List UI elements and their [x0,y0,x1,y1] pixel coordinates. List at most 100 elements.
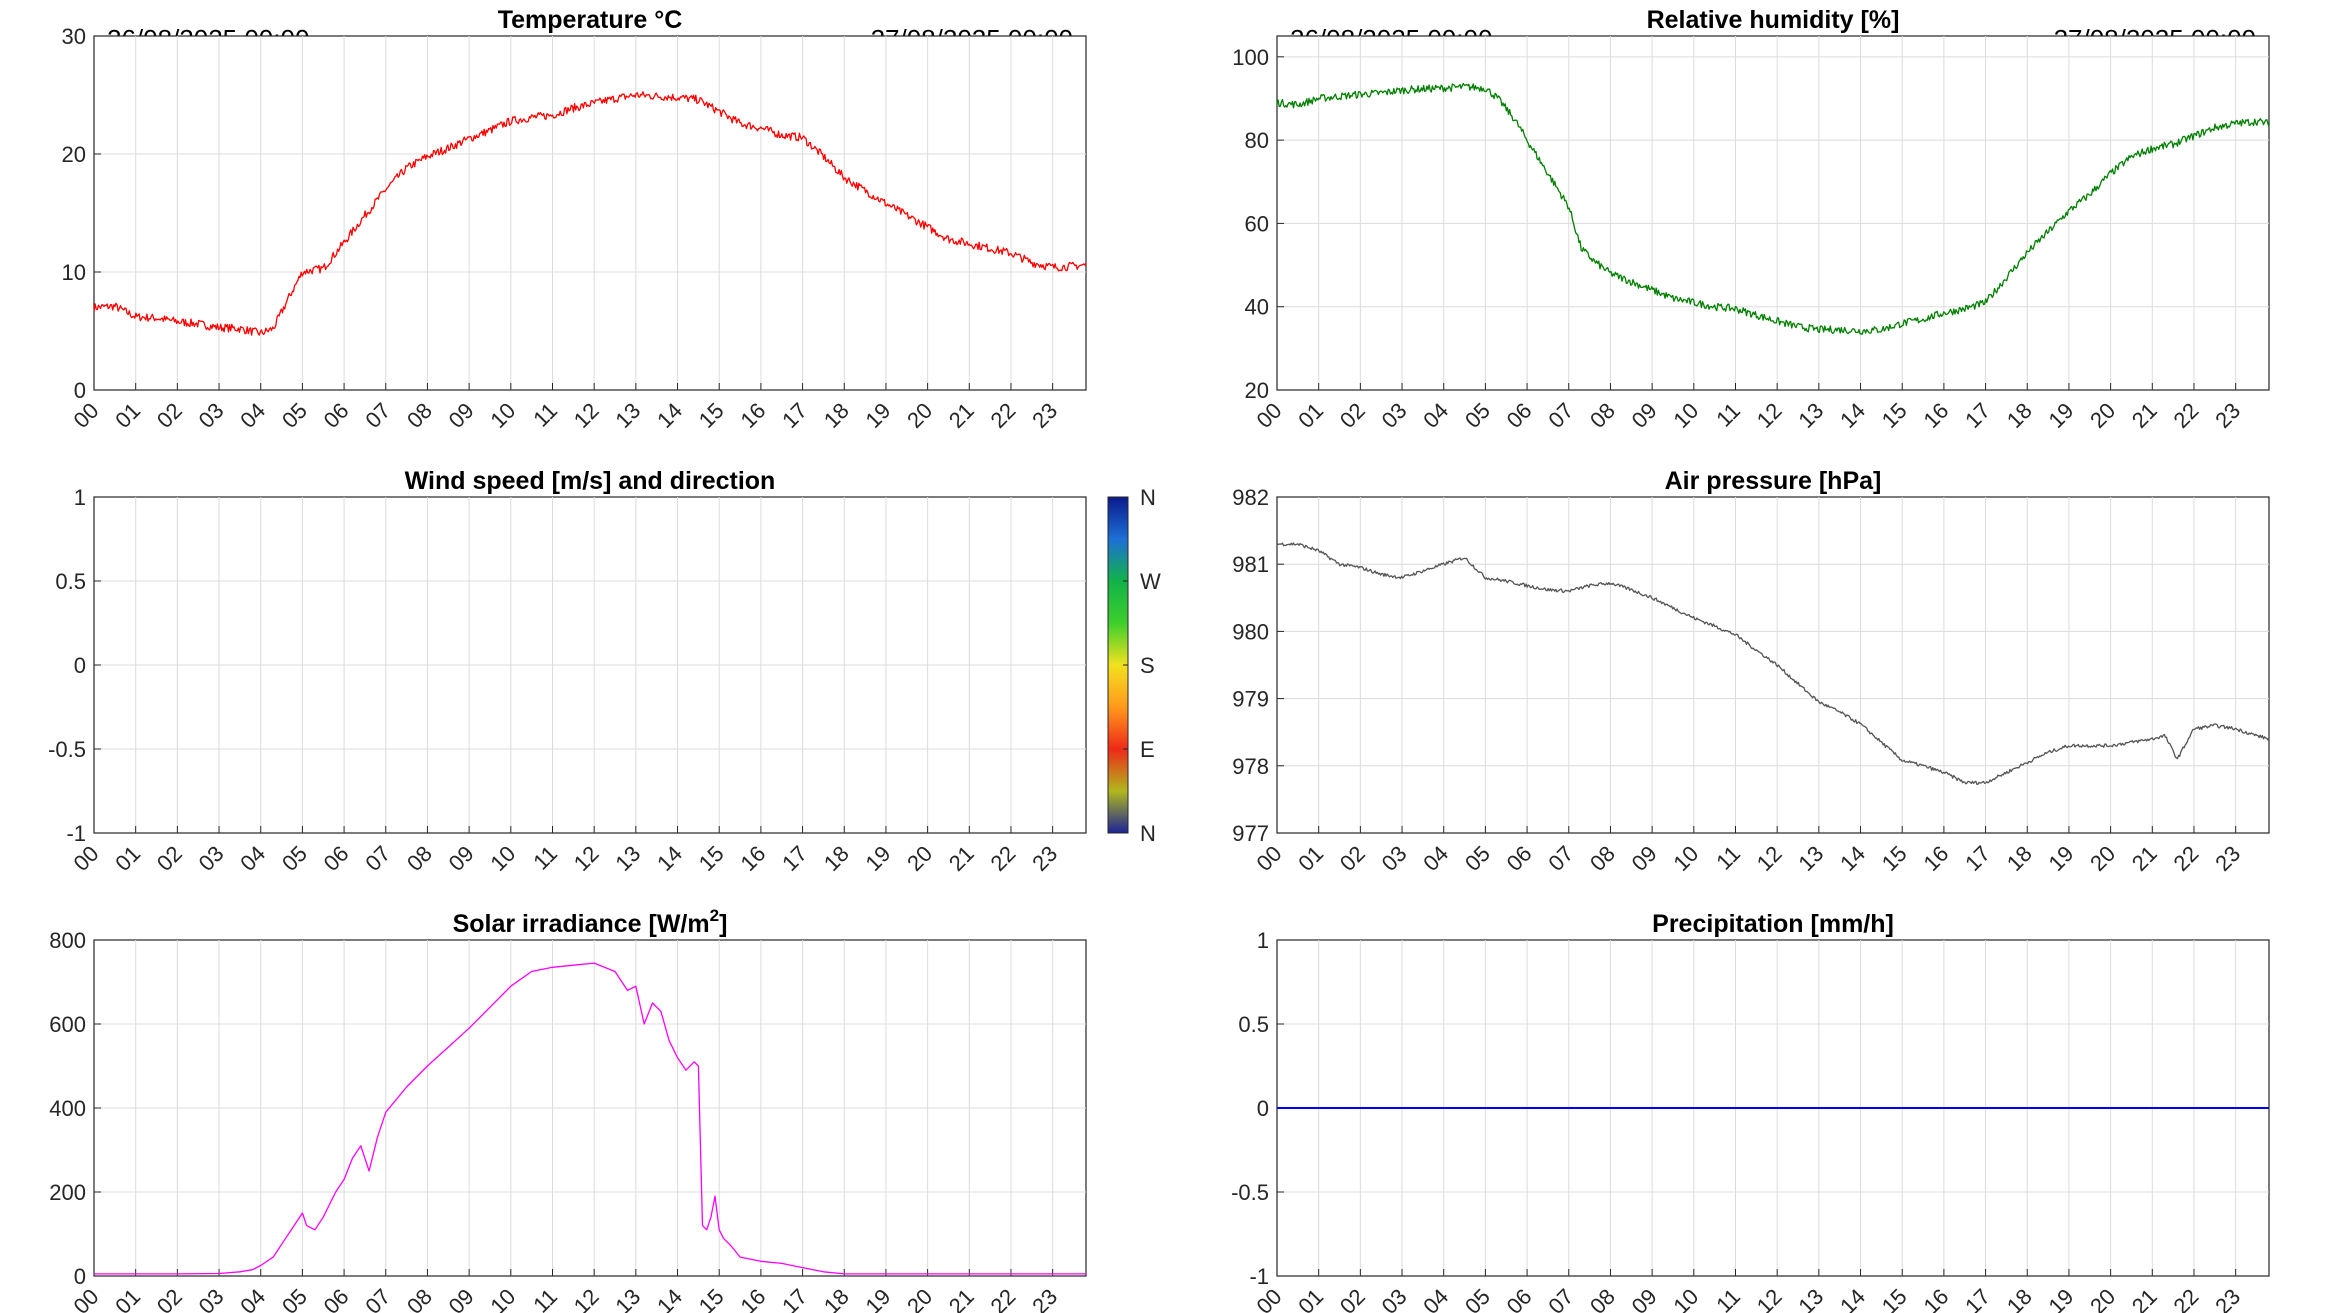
wind-x-tick-label: 22 [986,841,1021,876]
precipitation-y-tick-label: -1 [1249,1264,1269,1289]
pressure-x-tick-label: 23 [2210,841,2245,876]
humidity-chart: 00 01 02 03 04 05 06 07 08 09 10 11 12 13 14 15 16 17 18 19… [1232,6,2270,433]
temperature-x-tick-label: 23 [1027,398,1062,433]
wind-x-tick-label: 05 [277,841,312,876]
pressure-x-tick-label: 21 [2127,841,2162,876]
humidity-x-tick-label: 13 [1793,398,1828,433]
pressure-y-tick-label: 981 [1232,552,1269,577]
wind-x-tick-label: 20 [902,841,937,876]
pressure-x-tick-label: 02 [1335,841,1370,876]
wind-x-tick-label: 10 [485,841,520,876]
humidity-x-tick-label: 10 [1668,398,1703,433]
wind-x-tick-label: 18 [819,841,854,876]
humidity-x-tick-label: 08 [1585,398,1620,433]
temperature-plot-area [93,35,1087,391]
temperature-x-tick-label: 16 [735,398,770,433]
solar-x-tick-label: 22 [986,1284,1021,1313]
pressure-x-tick-label: 01 [1293,841,1328,876]
solar-x-tick-label: 01 [110,1284,145,1313]
precipitation-x-tick-label: 05 [1460,1284,1495,1313]
wind-x-tick-label: 00 [69,841,104,876]
precipitation-x-tick-label: 15 [1877,1284,1912,1313]
wind-colorbar-label: W [1140,569,1161,594]
pressure-x-tick-label: 03 [1377,841,1412,876]
humidity-x-tick-label: 15 [1877,398,1912,433]
humidity-x-tick-label: 18 [2002,398,2037,433]
solar-chart: 00 01 02 03 04 05 06 07 08 09 10 11 12 13 14 15 16 17 18 19… [49,906,1087,1313]
temperature-y-tick-label: 10 [62,260,86,285]
wind-x-tick-label: 08 [402,841,437,876]
precipitation-x-tick-label: 12 [1752,1284,1787,1313]
temperature-x-tick-label: 03 [194,398,229,433]
wind-x-tick-label: 03 [194,841,229,876]
humidity-x-tick-label: 03 [1377,398,1412,433]
humidity-x-tick-label: 16 [1918,398,1953,433]
pressure-y-tick-label: 977 [1232,821,1269,846]
humidity-plot-area [1276,35,2270,391]
temperature-x-tick-label: 19 [860,398,895,433]
wind-x-tick-label: 16 [735,841,770,876]
temperature-x-tick-label: 21 [944,398,979,433]
temperature-x-tick-label: 01 [110,398,145,433]
wind-x-tick-label: 02 [152,841,187,876]
temperature-x-tick-label: 20 [902,398,937,433]
solar-y-tick-label: 600 [49,1012,86,1037]
wind-colorbar-label: N [1140,485,1156,510]
solar-x-tick-label: 15 [694,1284,729,1313]
solar-x-tick-label: 03 [194,1284,229,1313]
precipitation-x-tick-label: 03 [1377,1284,1412,1313]
humidity-x-tick-label: 20 [2085,398,2120,433]
precipitation-x-tick-label: 09 [1627,1284,1662,1313]
pressure-x-tick-label: 05 [1460,841,1495,876]
solar-x-tick-label: 07 [360,1284,395,1313]
solar-x-tick-label: 17 [777,1284,812,1313]
wind-x-tick-label: 04 [235,841,270,876]
precipitation-chart-title: Precipitation [mm/h] [1652,910,1894,938]
precipitation-x-tick-label: 02 [1335,1284,1370,1313]
temperature-y-tick-label: 30 [62,24,86,49]
temperature-x-tick-label: 07 [360,398,395,433]
humidity-y-tick-label: 60 [1245,211,1269,236]
wind-x-tick-label: 11 [528,841,562,875]
pressure-x-tick-label: 07 [1543,841,1578,876]
wind-x-tick-label: 19 [860,841,895,876]
wind-direction-colorbar: N W S E N [1107,485,1161,846]
solar-x-tick-label: 19 [860,1284,895,1313]
solar-x-tick-label: 04 [235,1284,270,1313]
pressure-y-tick-label: 982 [1232,485,1269,510]
pressure-x-tick-label: 10 [1668,841,1703,876]
temperature-x-tick-label: 08 [402,398,437,433]
wind-x-tick-label: 17 [777,841,812,876]
solar-y-tick-label: 0 [74,1264,86,1289]
humidity-chart-title: Relative humidity [%] [1647,6,1900,34]
temperature-y-tick-label: 0 [74,378,86,403]
solar-x-tick-label: 23 [1027,1284,1062,1313]
solar-x-tick-label: 09 [444,1284,479,1313]
solar-x-tick-label: 21 [944,1284,979,1313]
precipitation-x-tick-label: 04 [1418,1284,1453,1313]
pressure-x-tick-label: 20 [2085,841,2120,876]
precipitation-x-tick-label: 20 [2085,1284,2120,1313]
temperature-x-tick-label: 12 [569,398,604,433]
wind-x-tick-label: 21 [944,841,979,876]
temperature-series-line [93,91,1087,336]
pressure-chart: 00 01 02 03 04 05 06 07 08 09 10 11 12 13 14 15 16 17 18 19… [1232,467,2270,876]
pressure-x-tick-label: 09 [1627,841,1662,876]
humidity-x-tick-label: 09 [1627,398,1662,433]
precipitation-chart: 00 01 02 03 04 05 06 07 08 09 10 11 12 13 14 15 16 17 18 19… [1231,910,2270,1313]
precipitation-y-tick-label: 0.5 [1238,1012,1269,1037]
humidity-x-tick-label: 06 [1502,398,1537,433]
precipitation-y-tick-label: 1 [1257,928,1269,953]
pressure-plot-area [1276,496,2270,834]
precipitation-y-tick-label: -0.5 [1231,1180,1269,1205]
wind-y-tick-label: 0 [74,653,86,678]
precipitation-x-tick-label: 06 [1502,1284,1537,1313]
solar-x-tick-label: 11 [528,1284,562,1313]
humidity-x-tick-label: 02 [1335,398,1370,433]
temperature-x-tick-label: 14 [652,398,687,433]
wind-x-tick-label: 13 [610,841,645,876]
solar-x-tick-label: 06 [319,1284,354,1313]
temperature-chart: 00 01 02 03 04 05 06 07 08 09 10 11 12 13 14 15 16 17 18 19… [62,6,1087,433]
humidity-x-tick-label: 04 [1418,398,1453,433]
